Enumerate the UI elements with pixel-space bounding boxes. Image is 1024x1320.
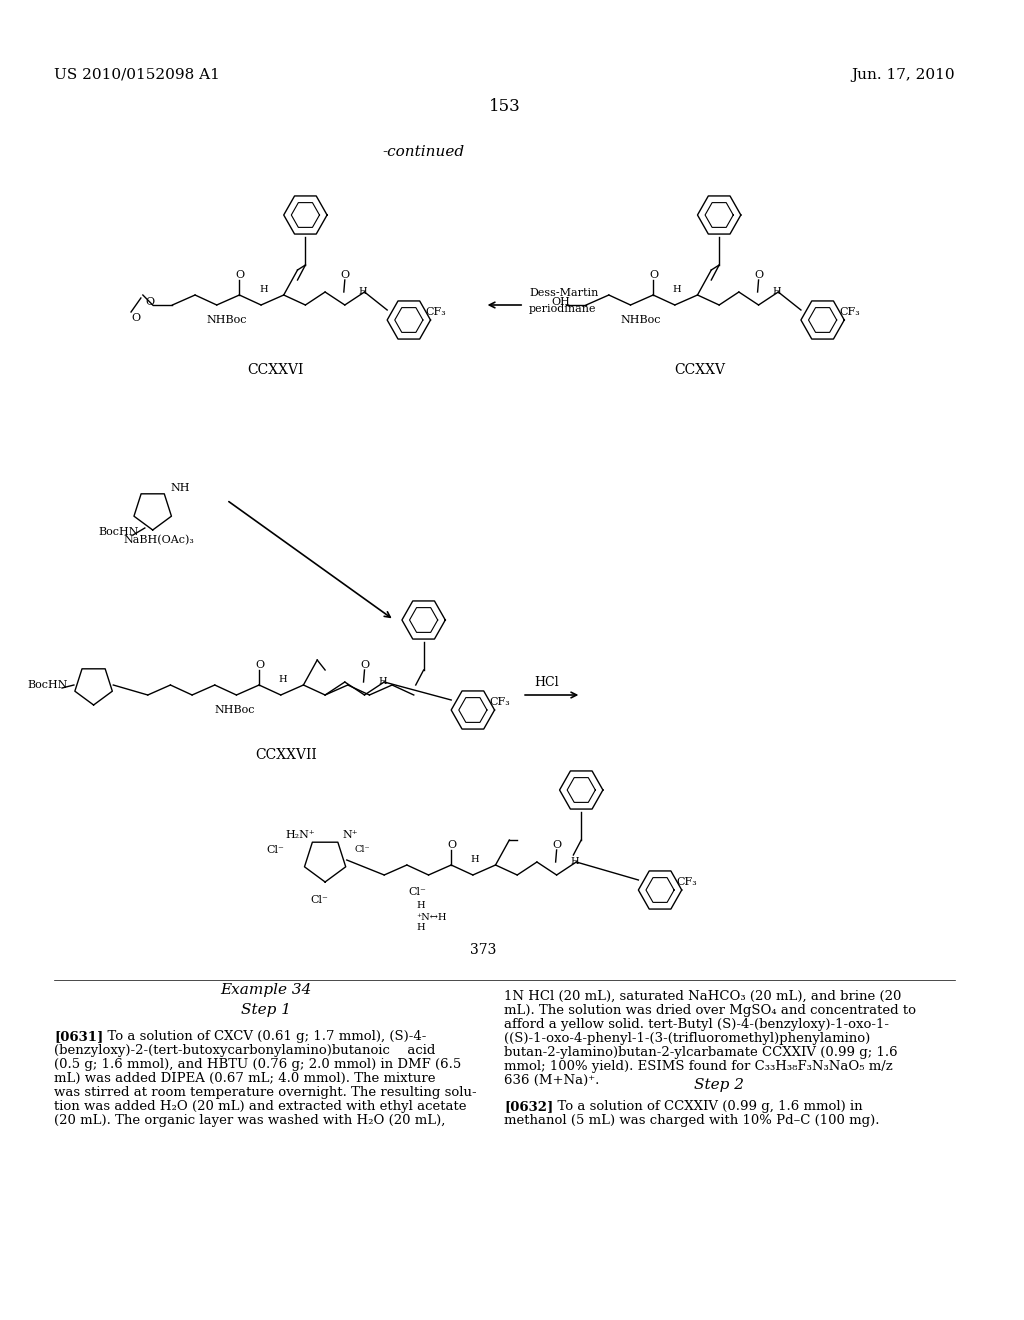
Text: O: O — [755, 271, 764, 280]
Text: mL) was added DIPEA (0.67 mL; 4.0 mmol). The mixture: mL) was added DIPEA (0.67 mL; 4.0 mmol).… — [54, 1072, 435, 1085]
Text: Jun. 17, 2010: Jun. 17, 2010 — [851, 69, 954, 82]
Text: 1N HCl (20 mL), saturated NaHCO₃ (20 mL), and brine (20: 1N HCl (20 mL), saturated NaHCO₃ (20 mL)… — [505, 990, 902, 1003]
Text: (benzyloxy)-2-(tert-butoxycarbonylamino)butanoic  acid: (benzyloxy)-2-(tert-butoxycarbonylamino)… — [54, 1044, 435, 1057]
Text: CCXXV: CCXXV — [674, 363, 725, 378]
Text: To a solution of CXCV (0.61 g; 1.7 mmol), (S)-4-: To a solution of CXCV (0.61 g; 1.7 mmol)… — [90, 1030, 426, 1043]
Text: NHBoc: NHBoc — [215, 705, 255, 715]
Text: To a solution of CCXXIV (0.99 g, 1.6 mmol) in: To a solution of CCXXIV (0.99 g, 1.6 mmo… — [540, 1100, 862, 1113]
Text: was stirred at room temperature overnight. The resulting solu-: was stirred at room temperature overnigh… — [54, 1086, 477, 1100]
Text: 373: 373 — [470, 942, 496, 957]
Text: O: O — [553, 840, 562, 850]
Text: H: H — [417, 900, 425, 909]
Text: methanol (5 mL) was charged with 10% Pd–C (100 mg).: methanol (5 mL) was charged with 10% Pd–… — [505, 1114, 880, 1127]
Text: CF₃: CF₃ — [677, 876, 697, 887]
Text: NHBoc: NHBoc — [207, 315, 248, 325]
Text: H₂N⁺: H₂N⁺ — [286, 830, 315, 840]
Text: afford a yellow solid. tert-Butyl (S)-4-(benzyloxy)-1-oxo-1-: afford a yellow solid. tert-Butyl (S)-4-… — [505, 1018, 890, 1031]
Text: CCXXVI: CCXXVI — [248, 363, 304, 378]
Text: periodinane: periodinane — [529, 304, 597, 314]
Text: mL). The solution was dried over MgSO₄ and concentrated to: mL). The solution was dried over MgSO₄ a… — [505, 1005, 916, 1016]
Text: US 2010/0152098 A1: US 2010/0152098 A1 — [54, 69, 220, 82]
Text: H: H — [358, 288, 368, 297]
Text: O: O — [447, 840, 457, 850]
Text: HCl: HCl — [535, 676, 559, 689]
Text: O: O — [131, 313, 140, 323]
Text: Cl⁻: Cl⁻ — [266, 845, 284, 855]
Text: Cl⁻: Cl⁻ — [310, 895, 329, 906]
Text: N⁺: N⁺ — [343, 830, 358, 840]
Text: H: H — [259, 285, 267, 294]
Text: BocHN: BocHN — [98, 527, 139, 537]
Text: -continued: -continued — [383, 145, 465, 158]
Text: H: H — [417, 923, 425, 932]
Text: Dess-Martin: Dess-Martin — [529, 288, 598, 298]
Text: Example 34: Example 34 — [220, 983, 311, 997]
Text: H: H — [673, 285, 682, 294]
Text: Step 1: Step 1 — [241, 1003, 291, 1016]
Text: NH: NH — [170, 483, 189, 492]
Text: tion was added H₂O (20 mL) and extracted with ethyl acetate: tion was added H₂O (20 mL) and extracted… — [54, 1100, 467, 1113]
Text: mmol; 100% yield). ESIMS found for C₃₃H₃₈F₃N₃NaO₅ m/z: mmol; 100% yield). ESIMS found for C₃₃H₃… — [505, 1060, 893, 1073]
Text: O: O — [145, 297, 155, 308]
Text: [0632]: [0632] — [505, 1100, 554, 1113]
Text: [0631]: [0631] — [54, 1030, 103, 1043]
Text: CCXXVII: CCXXVII — [255, 748, 316, 762]
Text: Cl⁻: Cl⁻ — [354, 846, 371, 854]
Text: OH: OH — [552, 297, 570, 308]
Text: 636 (M+Na)⁺.: 636 (M+Na)⁺. — [505, 1074, 600, 1086]
Text: Step 2: Step 2 — [694, 1078, 744, 1092]
Text: ((S)-1-oxo-4-phenyl-1-(3-(trifluoromethyl)phenylamino): ((S)-1-oxo-4-phenyl-1-(3-(trifluoromethy… — [505, 1032, 870, 1045]
Text: H: H — [378, 677, 387, 686]
Text: butan-2-ylamino)butan-2-ylcarbamate CCXXIV (0.99 g; 1.6: butan-2-ylamino)butan-2-ylcarbamate CCXX… — [505, 1045, 898, 1059]
Text: O: O — [255, 660, 264, 671]
Text: H: H — [772, 288, 781, 297]
Text: O: O — [341, 271, 350, 280]
Text: (20 mL). The organic layer was washed with H₂O (20 mL),: (20 mL). The organic layer was washed wi… — [54, 1114, 445, 1127]
Text: CF₃: CF₃ — [840, 308, 860, 317]
Text: H: H — [279, 676, 288, 685]
Text: ⁺N↔H: ⁺N↔H — [417, 912, 447, 921]
Text: NHBoc: NHBoc — [621, 315, 662, 325]
Text: NaBH(OAc)₃: NaBH(OAc)₃ — [123, 535, 194, 545]
Text: H: H — [570, 858, 579, 866]
Text: Cl⁻: Cl⁻ — [409, 887, 427, 898]
Text: 153: 153 — [488, 98, 520, 115]
Text: (0.5 g; 1.6 mmol), and HBTU (0.76 g; 2.0 mmol) in DMF (6.5: (0.5 g; 1.6 mmol), and HBTU (0.76 g; 2.0… — [54, 1059, 462, 1071]
Text: O: O — [360, 660, 370, 671]
Text: BocHN: BocHN — [28, 680, 68, 690]
Text: O: O — [236, 271, 245, 280]
Text: O: O — [649, 271, 658, 280]
Text: CF₃: CF₃ — [489, 697, 510, 708]
Text: CF₃: CF₃ — [426, 308, 446, 317]
Text: H: H — [471, 855, 479, 865]
